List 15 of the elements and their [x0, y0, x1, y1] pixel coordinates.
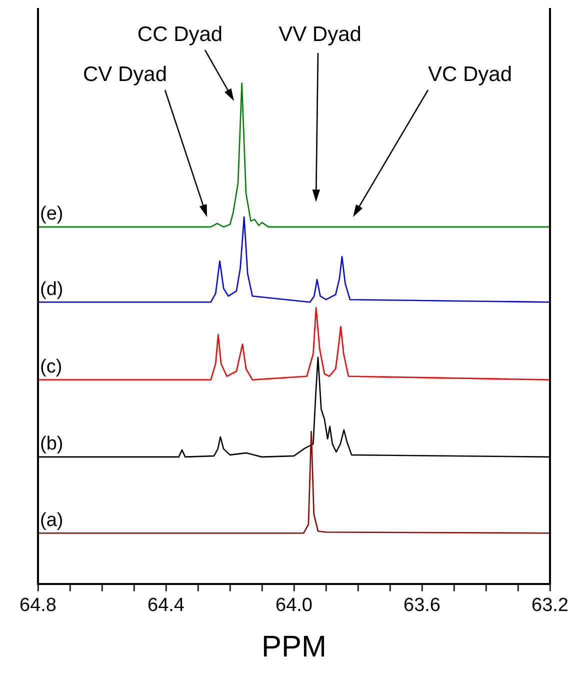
text: VV Dyad	[278, 22, 362, 46]
series-label: (b)	[40, 434, 64, 455]
annotation: VC Dyad	[428, 62, 512, 86]
series-label: (d)	[40, 278, 64, 300]
series-label: (e)	[40, 204, 64, 225]
annotation: CV Dyad	[82, 62, 168, 86]
x-tick-label: 64.8	[20, 594, 56, 616]
x-tick-label: 64.0	[276, 594, 312, 616]
x-tick-label: 63.2	[532, 594, 568, 616]
x-axis-title: PPM	[261, 630, 327, 664]
text: CC Dyad	[137, 22, 223, 46]
x-tick-label: 63.6	[404, 594, 440, 616]
series-label: (c)	[40, 356, 62, 378]
x-tick-label: 64.4	[148, 594, 185, 616]
series-label: (a)	[40, 510, 64, 531]
